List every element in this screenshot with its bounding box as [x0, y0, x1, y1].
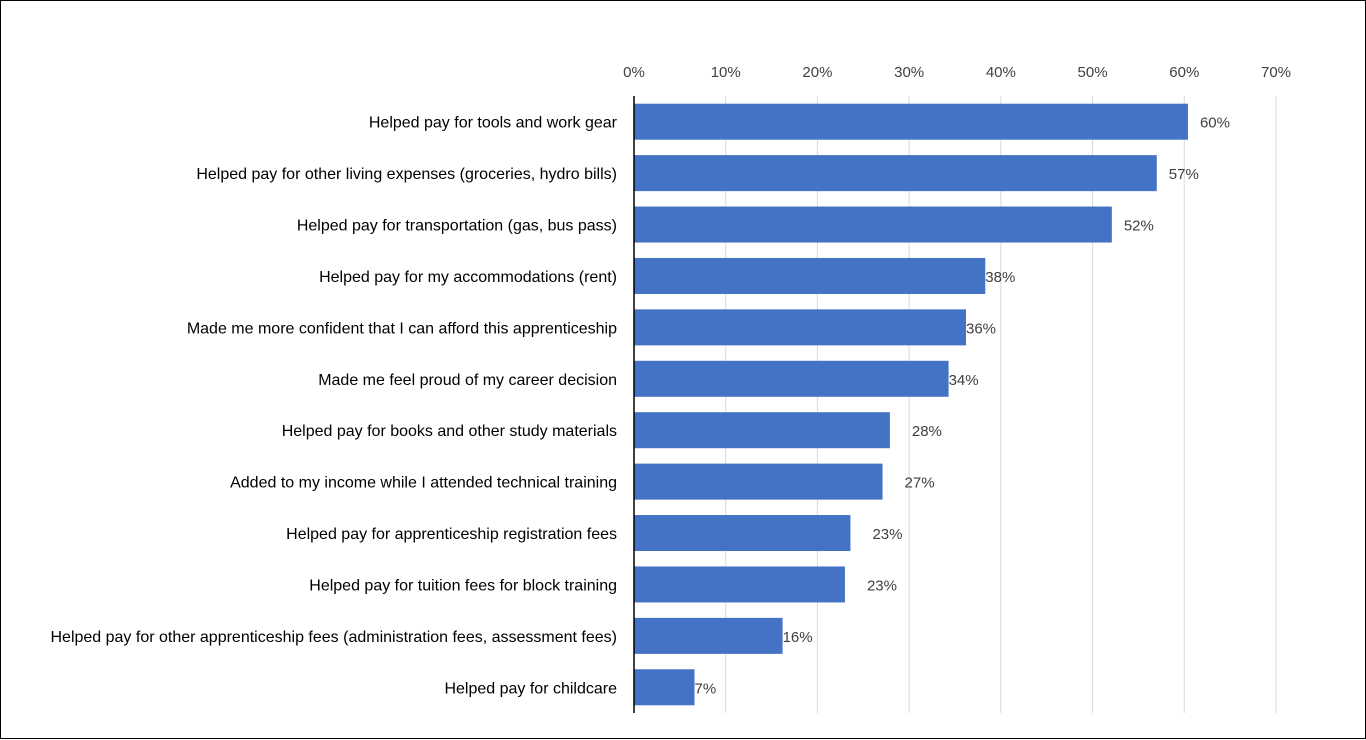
- category-label: Helped pay for other living expenses (gr…: [196, 166, 617, 183]
- data-label: 23%: [867, 577, 897, 594]
- data-label: 60%: [1200, 115, 1230, 132]
- category-label: Helped pay for apprenticeship registrati…: [286, 526, 617, 543]
- bar: [634, 155, 1157, 192]
- category-label: Made me more confident that I can afford…: [187, 320, 617, 337]
- x-tick-label: 0%: [623, 64, 645, 81]
- category-label: Helped pay for tools and work gear: [369, 115, 618, 132]
- category-label: Helped pay for transportation (gas, bus …: [297, 218, 617, 235]
- x-tick-label: 70%: [1261, 64, 1291, 81]
- bar: [634, 103, 1188, 140]
- bar: [634, 669, 695, 706]
- category-label: Helped pay for my accommodations (rent): [319, 269, 617, 286]
- data-labels: 60% 57% 52% 38% 36% 34% 28% 27% 23% 23% 16% 7%: [695, 115, 1230, 698]
- data-label: 36%: [966, 320, 996, 337]
- data-label: 38%: [985, 269, 1015, 286]
- category-label: Added to my income while I attended tech…: [230, 475, 617, 492]
- bar: [634, 309, 967, 346]
- x-tick-label: 40%: [986, 64, 1016, 81]
- category-label: Helped pay for tuition fees for block tr…: [309, 577, 617, 594]
- category-label: Helped pay for childcare: [444, 680, 617, 697]
- category-label: Made me feel proud of my career decision: [318, 372, 617, 389]
- gridlines: [725, 96, 1277, 713]
- bar: [634, 206, 1112, 243]
- data-label: 52%: [1124, 218, 1154, 235]
- x-tick-label: 20%: [802, 64, 832, 81]
- x-tick-label: 10%: [711, 64, 741, 81]
- bar: [634, 257, 986, 294]
- data-label: 27%: [905, 475, 935, 492]
- bar: [634, 515, 851, 552]
- data-label: 7%: [695, 680, 717, 697]
- bars: [634, 103, 1188, 706]
- data-label: 28%: [912, 423, 942, 440]
- x-tick-label: 30%: [894, 64, 924, 81]
- bar: [634, 463, 883, 500]
- data-label: 57%: [1169, 166, 1199, 183]
- x-axis-ticks: 0% 10% 20% 30% 40% 50% 60% 70%: [623, 64, 1291, 81]
- x-tick-label: 50%: [1078, 64, 1108, 81]
- data-label: 23%: [872, 526, 902, 543]
- bar: [634, 412, 890, 449]
- bar: [634, 617, 783, 654]
- category-label: Helped pay for books and other study mat…: [282, 423, 617, 440]
- data-label: 16%: [783, 629, 813, 646]
- data-label: 34%: [949, 372, 979, 389]
- bar: [634, 360, 949, 397]
- category-label: Helped pay for other apprenticeship fees…: [50, 629, 617, 646]
- x-tick-label: 60%: [1169, 64, 1199, 81]
- bar: [634, 566, 845, 603]
- category-labels: Helped pay for tools and work gear Helped…: [50, 115, 617, 698]
